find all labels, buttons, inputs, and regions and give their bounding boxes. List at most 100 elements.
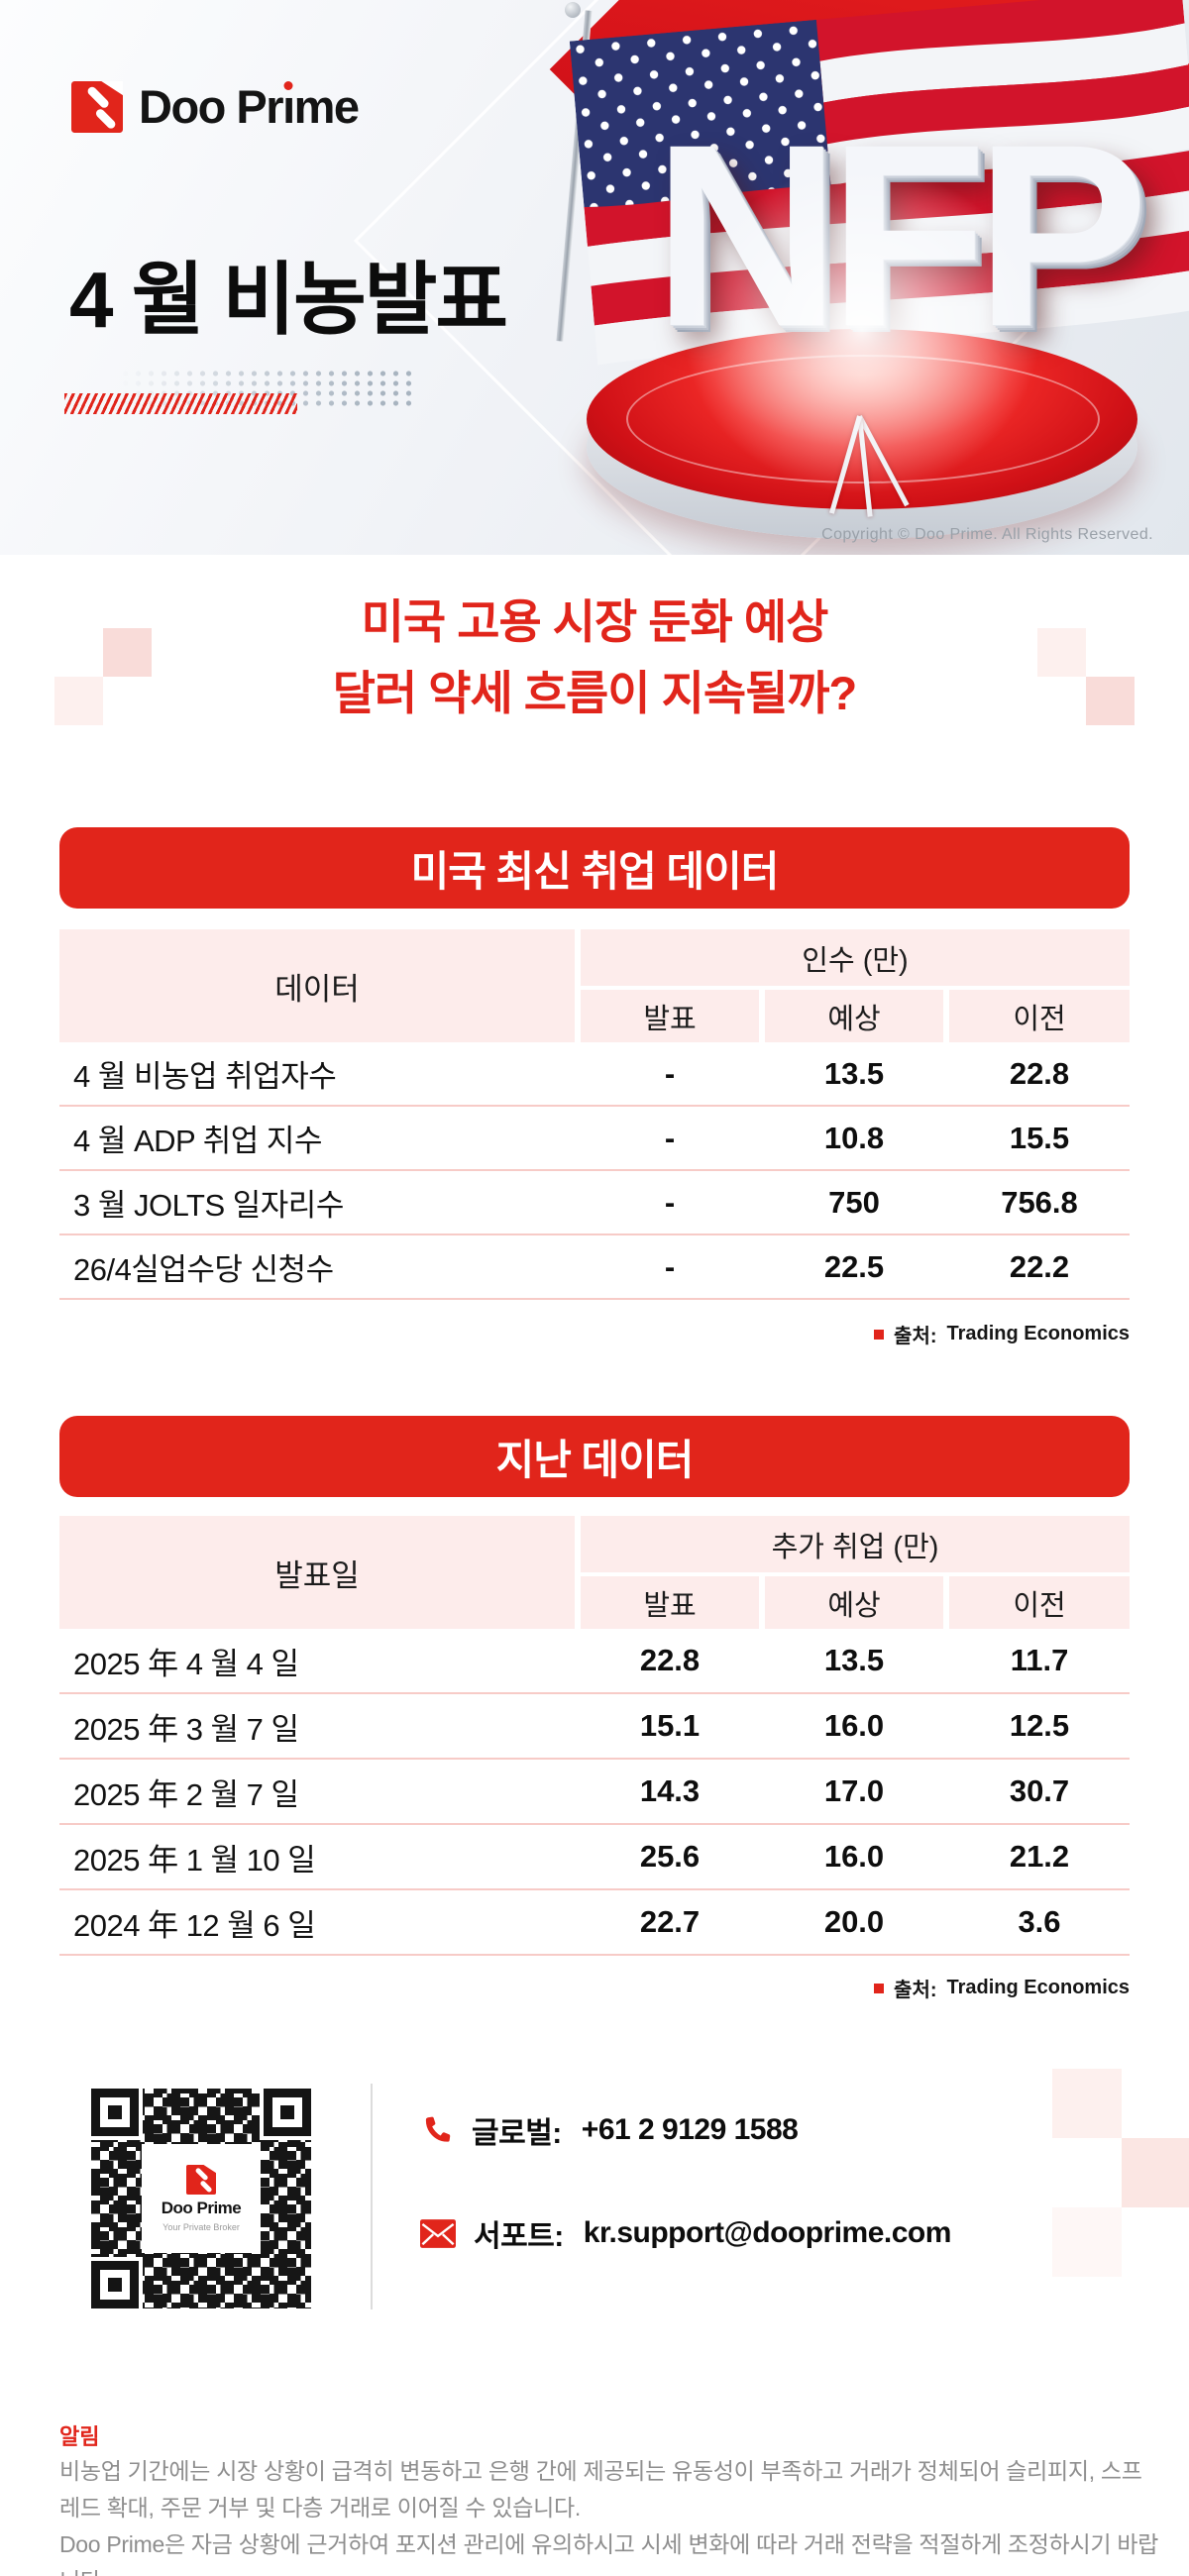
table2-row-header: 발표일: [59, 1516, 575, 1629]
table1-col-release: 발표: [581, 990, 759, 1042]
row-value: 11.7: [1010, 1643, 1069, 1677]
table1-row-header: 데이터: [59, 929, 575, 1042]
table1-group-header: 인수 (만): [581, 929, 1130, 986]
row-value: -: [664, 1055, 676, 1091]
checker-decor: [1037, 628, 1086, 677]
notice-body: 비농업 기간에는 시장 상황이 급격히 변동하고 은행 간에 제공되는 유동성이…: [59, 2453, 1159, 2576]
table1-source: 출처: Trading Economics: [874, 1320, 1130, 1348]
row-value: -: [664, 1184, 676, 1220]
row-value: 10.8: [823, 1120, 885, 1155]
wordmark-i-glyph: ı: [282, 80, 295, 133]
headline-line2: 달러 약세 흐름이 지속될까?: [332, 667, 858, 719]
doo-prime-mark-icon: [71, 80, 123, 133]
checker-decor: [1052, 2207, 1122, 2277]
row-value: 750: [828, 1184, 880, 1220]
notice-title: 알림: [59, 2424, 100, 2449]
email-contact-row: 서포트: kr.support@dooprime.com: [420, 2207, 951, 2259]
envelope-icon: [420, 2218, 456, 2248]
brand-wordmark: Doo Prı me: [139, 79, 360, 134]
source-label: 출처:: [894, 1326, 937, 1347]
qr-brand-text: Doo Prime: [161, 2199, 242, 2217]
row-value: -: [664, 1120, 676, 1155]
row-label: 2025 年 2 월 7 일: [73, 1776, 299, 1812]
table1-title: 미국 최신 취업 데이터: [410, 847, 780, 895]
source-bullet-icon: [874, 1329, 885, 1340]
contact-divider: [371, 2084, 373, 2309]
qr-finder: [91, 2261, 139, 2308]
checker-decor: [1052, 2069, 1122, 2138]
row-value: 13.5: [823, 1055, 885, 1091]
row-value: 30.7: [1009, 1773, 1070, 1808]
row-value: 22.7: [639, 1904, 701, 1939]
email-link[interactable]: kr.support@dooprime.com: [583, 2216, 952, 2249]
row-value: 17.0: [823, 1773, 885, 1808]
wordmark-post: me: [293, 80, 360, 133]
doo-prime-logo: Doo Prı me: [71, 79, 360, 134]
notice-paragraph-2: Doo Prime은 자금 상황에 근거하여 포지션 관리에 유의하시고 시세 …: [59, 2531, 1159, 2576]
table1-title-bar: 미국 최신 취업 데이터: [59, 827, 1130, 909]
row-value: 13.5: [823, 1643, 885, 1677]
table2-title-bar: 지난 데이터: [59, 1416, 1130, 1497]
wordmark-pre: Doo Pr: [139, 80, 284, 133]
table-row: 2025 年 4 월 4 일 22.8 13.5 11.7: [59, 1629, 1130, 1694]
table2-title: 지난 데이터: [495, 1436, 695, 1483]
table2-col-previous: 이전: [949, 1576, 1130, 1629]
table1: 데이터 인수 (만) 발표 예상 이전 4 월 비농업 취업자수 - 13.5 …: [59, 929, 1130, 1300]
row-label: 3 월 JOLTS 일자리수: [73, 1188, 344, 1223]
table2-header: 발표일 추가 취업 (만) 발표 예상 이전: [59, 1516, 1130, 1629]
table2-source: 출처: Trading Economics: [874, 1974, 1130, 2002]
source-value: Trading Economics: [946, 1977, 1130, 1998]
phone-icon: [425, 2116, 451, 2142]
table1-col-forecast: 예상: [765, 990, 943, 1042]
checker-decor: [54, 677, 103, 725]
checker-decor: [1086, 677, 1135, 725]
table2: 발표일 추가 취업 (만) 발표 예상 이전 2025 年 4 월 4 일 22…: [59, 1516, 1130, 1956]
row-value: 21.2: [1009, 1839, 1070, 1874]
checker-decor: [103, 628, 152, 677]
table1-col-previous: 이전: [949, 990, 1130, 1042]
row-label: 2025 年 3 월 7 일: [73, 1711, 299, 1747]
table-row: 2025 年 3 월 7 일 15.1 16.0 12.5: [59, 1694, 1130, 1760]
qr-center-label: Doo Prime Your Private Broker: [142, 2144, 261, 2253]
row-label: 4 월 비농업 취업자수: [73, 1059, 337, 1094]
table-row: 2025 年 1 월 10 일 25.6 16.0 21.2: [59, 1825, 1130, 1890]
table1-header: 데이터 인수 (만) 발표 예상 이전: [59, 929, 1130, 1042]
table-row: 2024 年 12 월 6 일 22.7 20.0 3.6: [59, 1890, 1130, 1956]
row-value: 22.8: [1009, 1055, 1070, 1091]
row-value: 22.5: [823, 1248, 885, 1284]
qr-finder: [91, 2089, 139, 2136]
table-row: 26/4실업수당 신청수 - 22.5 22.2: [59, 1235, 1130, 1300]
row-value: -: [664, 1248, 676, 1284]
doo-prime-mark-icon: [186, 2165, 216, 2195]
checker-decor: [1122, 2138, 1189, 2207]
source-value: Trading Economics: [946, 1323, 1130, 1344]
table2-col-forecast: 예상: [765, 1576, 943, 1629]
hatched-stripe-decor: [64, 393, 297, 414]
row-value: 756.8: [1001, 1184, 1078, 1220]
phone-link[interactable]: +61 2 9129 1588: [581, 2113, 799, 2146]
table-row: 2025 年 2 월 7 일 14.3 17.0 30.7: [59, 1760, 1130, 1825]
row-label: 2024 年 12 월 6 일: [73, 1907, 316, 1943]
wordmark-i: ı: [282, 79, 295, 134]
source-bullet-icon: [874, 1983, 885, 1993]
row-value: 15.1: [639, 1708, 701, 1743]
row-value: 3.6: [1018, 1904, 1061, 1939]
row-value: 20.0: [823, 1904, 885, 1939]
phone-label: 글로벌:: [472, 2117, 562, 2150]
row-value: 25.6: [639, 1839, 701, 1874]
copyright-text: Copyright © Doo Prime. All Rights Reserv…: [821, 526, 1153, 543]
row-value: 12.5: [1009, 1708, 1070, 1743]
row-label: 26/4실업수당 신청수: [73, 1252, 334, 1287]
row-value: 15.5: [1009, 1120, 1070, 1155]
row-label: 4 월 ADP 취업 지수: [73, 1124, 322, 1158]
row-label: 2025 年 1 월 10 일: [73, 1842, 316, 1878]
headline: 미국 고용 시장 둔화 예상 달러 약세 흐름이 지속될까?: [0, 587, 1189, 729]
light-glow-decor: [684, 166, 1040, 493]
qr-tagline-text: Your Private Broker: [162, 2222, 240, 2232]
poster-title: 4 월 비농발표: [69, 256, 508, 344]
row-value: 22.2: [1009, 1248, 1070, 1284]
row-value: 16.0: [823, 1839, 885, 1874]
row-value: 22.8: [639, 1643, 701, 1677]
